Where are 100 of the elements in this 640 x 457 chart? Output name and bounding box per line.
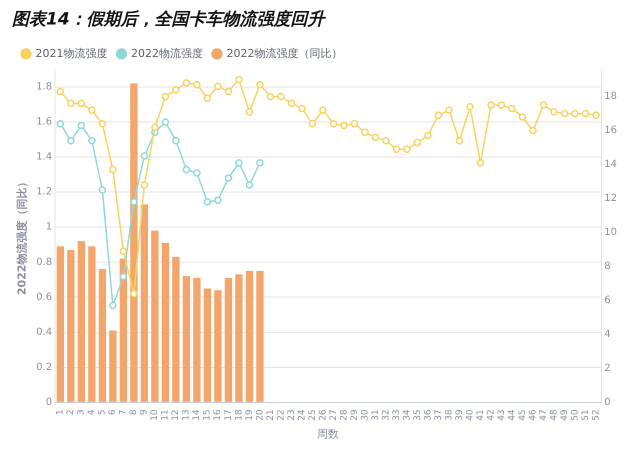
x-tick-label: 7: [118, 409, 129, 416]
point: [224, 88, 232, 96]
point: [214, 196, 222, 204]
legend-label: 2022物流强度: [130, 46, 203, 60]
bar: [130, 83, 138, 402]
point: [172, 136, 180, 144]
bar: [172, 256, 180, 402]
x-tick-label: 38: [444, 409, 454, 421]
y2-tick-label: 18: [604, 91, 618, 102]
x-tick-label: 26: [318, 409, 328, 421]
bar: [182, 276, 190, 402]
x-tick-label: 32: [381, 409, 392, 421]
point: [414, 138, 422, 146]
x-tick-label: 21: [266, 409, 276, 421]
point: [214, 82, 222, 90]
x-tick-label: 15: [202, 409, 213, 421]
point: [529, 126, 537, 134]
point: [56, 88, 64, 96]
y-tick-label: 0: [46, 396, 52, 408]
point: [487, 101, 495, 109]
y-tick-label: 1: [46, 222, 52, 233]
point: [277, 92, 285, 100]
bar: [246, 270, 254, 402]
point: [540, 101, 548, 109]
y-tick-label: 1.2: [36, 186, 52, 198]
x-tick-label: 34: [402, 409, 412, 421]
x-tick-label: 13: [182, 409, 192, 421]
y2-tick-label: 0: [604, 396, 611, 408]
x-tick-label: 37: [434, 409, 444, 421]
point: [560, 110, 568, 118]
y-tick-label: 1.8: [36, 82, 52, 93]
point: [424, 132, 432, 140]
x-tick-label: 16: [213, 409, 224, 421]
point: [288, 100, 296, 108]
x-tick-label: 49: [560, 409, 570, 421]
point: [266, 92, 274, 100]
x-tick-label: 6: [108, 409, 118, 416]
y2-tick-label: 8: [604, 261, 611, 272]
x-tick-label: 17: [224, 409, 234, 421]
point: [256, 159, 264, 167]
bar: [120, 258, 128, 402]
bar: [98, 269, 106, 402]
point: [172, 86, 180, 94]
point: [162, 92, 170, 100]
x-tick-label: 4: [87, 409, 98, 416]
point: [256, 80, 264, 88]
x-tick-label: 45: [518, 409, 528, 421]
y2-tick-label: 6: [604, 295, 611, 306]
x-tick-label: 33: [392, 409, 402, 421]
x-tick-label: 20: [255, 409, 266, 421]
point: [235, 159, 243, 167]
point: [246, 108, 254, 116]
point: [130, 198, 138, 206]
point: [78, 122, 86, 130]
bar: [109, 330, 117, 402]
point: [78, 100, 86, 108]
point: [151, 123, 159, 131]
x-axis-title: 周数: [317, 427, 340, 440]
point: [109, 166, 117, 174]
x-tick-label: 44: [507, 409, 518, 421]
point: [340, 122, 348, 130]
point: [445, 106, 453, 114]
point: [308, 120, 316, 128]
x-tick-label: 10: [150, 409, 160, 421]
point: [550, 108, 558, 116]
x-tick-label: 5: [98, 409, 108, 416]
x-tick-label: 3: [76, 409, 87, 416]
x-tick-label: 22: [276, 409, 286, 421]
x-tick-label: 48: [549, 409, 560, 421]
point: [130, 290, 138, 298]
x-tick-label: 35: [412, 409, 423, 421]
point: [120, 272, 128, 280]
x-tick-label: 40: [465, 409, 476, 421]
bar: [140, 204, 148, 402]
y-tick-label: 1.4: [36, 152, 52, 163]
x-tick-label: 23: [286, 409, 297, 421]
point: [330, 120, 338, 128]
y2-tick-label: 14: [604, 159, 618, 170]
point: [98, 186, 106, 194]
bar: [88, 246, 96, 402]
y-tick-label: 0.6: [36, 292, 52, 303]
point: [466, 103, 474, 111]
x-tick-label: 41: [476, 409, 486, 421]
point: [88, 136, 96, 144]
bar: [256, 270, 264, 402]
point: [434, 112, 442, 120]
y-tick-label: 0.8: [36, 256, 52, 268]
y-tick-label: 0.4: [36, 326, 52, 338]
point: [224, 174, 232, 182]
point: [235, 76, 243, 84]
y-tick-label: 0.2: [36, 362, 52, 373]
point: [476, 159, 484, 167]
point: [182, 166, 190, 174]
x-tick-label: 46: [528, 409, 538, 421]
point: [193, 80, 201, 88]
x-tick-label: 12: [171, 409, 182, 421]
point: [204, 198, 212, 206]
point: [571, 110, 579, 118]
y-axis-title: 2022物流强度（同比）: [15, 176, 28, 296]
point: [372, 134, 380, 142]
